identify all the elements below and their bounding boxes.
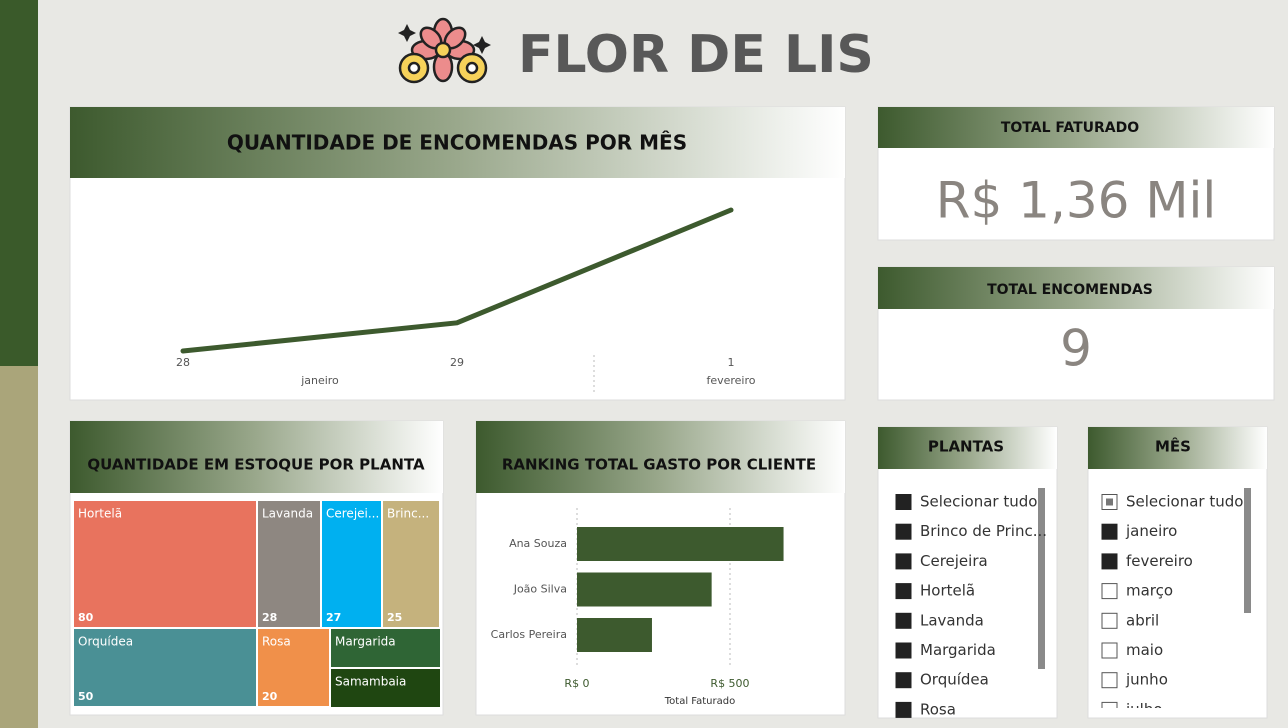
card-value: R$ 1,36 Mil — [936, 172, 1217, 230]
checkbox[interactable] — [1101, 583, 1118, 600]
slicer-list: Selecionar tudo janeiro fevereiro março abri… — [1101, 493, 1243, 718]
slicer-item[interactable]: junho — [1125, 671, 1168, 689]
checkbox[interactable] — [1101, 672, 1118, 689]
panel-header — [70, 107, 845, 178]
slicer-item[interactable]: janeiro — [1125, 522, 1177, 540]
slicer-item[interactable]: Orquídea — [920, 671, 989, 689]
checkbox[interactable] — [895, 553, 912, 570]
y-tick-label: Ana Souza — [509, 537, 567, 550]
y-tick-label: Carlos Pereira — [491, 628, 567, 641]
x-group-label: fevereiro — [706, 374, 755, 387]
tile-label: Margarida — [335, 635, 396, 649]
checkbox[interactable] — [1101, 523, 1118, 540]
checkbox[interactable] — [1101, 612, 1118, 629]
treemap-tile — [258, 501, 320, 627]
tile-label: Lavanda — [262, 507, 313, 521]
chart-title: QUANTIDADE EM ESTOQUE POR PLANTA — [87, 456, 425, 474]
checkbox[interactable] — [895, 523, 912, 540]
x-tick-label: R$ 0 — [564, 677, 589, 690]
slicer-item[interactable]: abril — [1126, 611, 1159, 629]
card-title: TOTAL FATURADO — [1001, 120, 1139, 136]
card-title: TOTAL ENCOMENDAS — [987, 282, 1153, 298]
scrollbar[interactable] — [1244, 488, 1251, 613]
slicer — [1087, 426, 1268, 719]
slicer-item[interactable]: Hortelã — [920, 582, 975, 600]
data-label: 27 — [326, 611, 341, 624]
x-axis-title: Total Faturado — [664, 696, 735, 707]
slicer-item[interactable]: Selecionar tudo — [1126, 493, 1243, 511]
bar — [577, 527, 784, 561]
treemap-tile — [74, 629, 256, 706]
slicer-item[interactable]: março — [1126, 582, 1173, 600]
checkbox[interactable] — [895, 701, 912, 718]
slicer-title: PLANTAS — [928, 438, 1004, 456]
tile-label: Orquídea — [78, 635, 133, 649]
slicer-item[interactable]: Selecionar tudo — [920, 493, 1037, 511]
panel-header — [70, 421, 443, 493]
checkbox[interactable] — [895, 612, 912, 629]
scrollbar[interactable] — [1038, 488, 1045, 669]
card-value: 9 — [1060, 320, 1092, 378]
checkbox[interactable] — [895, 642, 912, 659]
slicer-item[interactable]: Margarida — [920, 641, 996, 659]
checkbox[interactable] — [1101, 642, 1118, 659]
tile-label: Hortelã — [78, 507, 122, 521]
card-header — [878, 267, 1274, 309]
checkbox[interactable] — [1101, 701, 1118, 717]
slicer-item[interactable]: Cerejeira — [920, 552, 988, 570]
bar — [577, 572, 712, 607]
tile-label: Samambaia — [335, 675, 406, 689]
y-tick-label: João Silva — [513, 583, 567, 596]
checkbox[interactable] — [895, 494, 912, 510]
x-group-label: janeiro — [300, 374, 339, 387]
chart-title: RANKING TOTAL GASTO POR CLIENTE — [502, 456, 816, 474]
slicer-header — [1088, 427, 1267, 469]
treemap-tile — [331, 629, 440, 667]
chart-title: QUANTIDADE DE ENCOMENDAS POR MÊS — [227, 131, 687, 155]
bar — [577, 618, 652, 652]
slicer-header — [878, 427, 1057, 469]
x-tick-label: 29 — [450, 356, 464, 369]
treemap-tile — [258, 629, 329, 706]
treemap-tile — [331, 669, 440, 707]
sidebar-bottom — [0, 366, 38, 728]
checkbox[interactable] — [1101, 553, 1118, 570]
card-header — [878, 107, 1274, 148]
panel-header — [476, 421, 845, 493]
slicer-item[interactable]: julho — [1125, 700, 1163, 718]
slicer-title: MÊS — [1155, 437, 1191, 456]
slicer-item[interactable]: maio — [1126, 641, 1163, 659]
line-series — [180, 207, 734, 354]
slicer — [877, 426, 1058, 719]
tile-label: Rosa — [262, 635, 291, 649]
tile-label: Cerejei... — [326, 507, 379, 521]
x-tick-label: R$ 500 — [710, 677, 749, 690]
x-tick-label: 1 — [728, 356, 735, 369]
data-label: 20 — [262, 690, 278, 703]
treemap-tile — [322, 501, 381, 627]
data-label: 28 — [262, 611, 277, 624]
tile-label: Brinc... — [387, 507, 429, 521]
flower-icon — [398, 17, 491, 84]
page-title: FLOR DE LIS — [518, 25, 874, 85]
slicer-item[interactable]: Lavanda — [920, 611, 984, 629]
checkbox[interactable] — [895, 583, 912, 600]
data-label: 80 — [78, 611, 94, 624]
slicer-item[interactable]: Rosa — [920, 700, 956, 718]
slicer-item[interactable]: fevereiro — [1126, 552, 1193, 570]
treemap-tile — [74, 501, 256, 627]
checkbox[interactable] — [895, 672, 912, 689]
data-label: 25 — [387, 611, 402, 624]
treemap-tile — [383, 501, 439, 627]
sidebar-top — [0, 0, 38, 366]
data-label: 50 — [78, 690, 94, 703]
slicer-item[interactable]: Brinco de Princ... — [920, 522, 1047, 540]
slicer-list: Selecionar tudo Brinco de Princ... Cerejei… — [895, 493, 1047, 718]
checkbox-partial — [1106, 498, 1113, 506]
x-tick-label: 28 — [176, 356, 190, 369]
